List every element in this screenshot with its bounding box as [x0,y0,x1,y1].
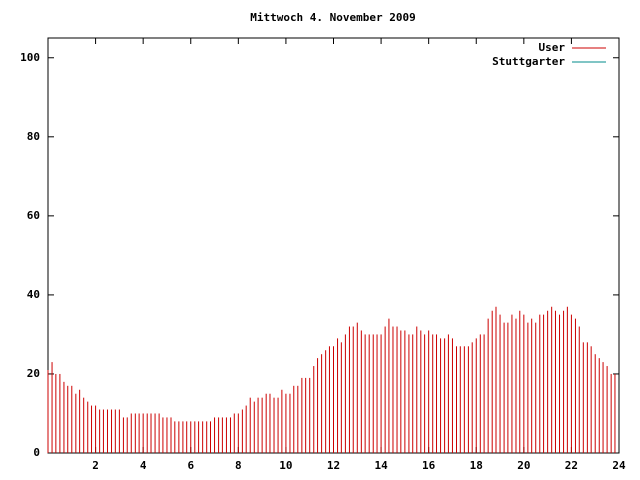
x-tick-label: 14 [374,459,388,472]
x-tick-label: 16 [422,459,436,472]
x-tick-label: 6 [187,459,194,472]
y-tick-label: 60 [27,209,40,222]
x-tick-label: 18 [470,459,483,472]
x-tick-label: 8 [235,459,242,472]
legend-label: Stuttgarter [492,55,565,68]
y-tick-label: 20 [27,367,40,380]
x-tick-label: 12 [327,459,340,472]
y-tick-label: 100 [20,51,40,64]
x-tick-label: 10 [279,459,292,472]
x-tick-label: 24 [612,459,626,472]
x-tick-label: 4 [140,459,147,472]
x-tick-label: 2 [92,459,99,472]
chart-title: Mittwoch 4. November 2009 [250,11,416,24]
x-tick-label: 22 [565,459,578,472]
y-tick-label: 80 [27,130,40,143]
y-tick-label: 40 [27,288,40,301]
y-tick-label: 0 [33,446,40,459]
legend-label: User [539,41,566,54]
x-tick-label: 20 [517,459,530,472]
